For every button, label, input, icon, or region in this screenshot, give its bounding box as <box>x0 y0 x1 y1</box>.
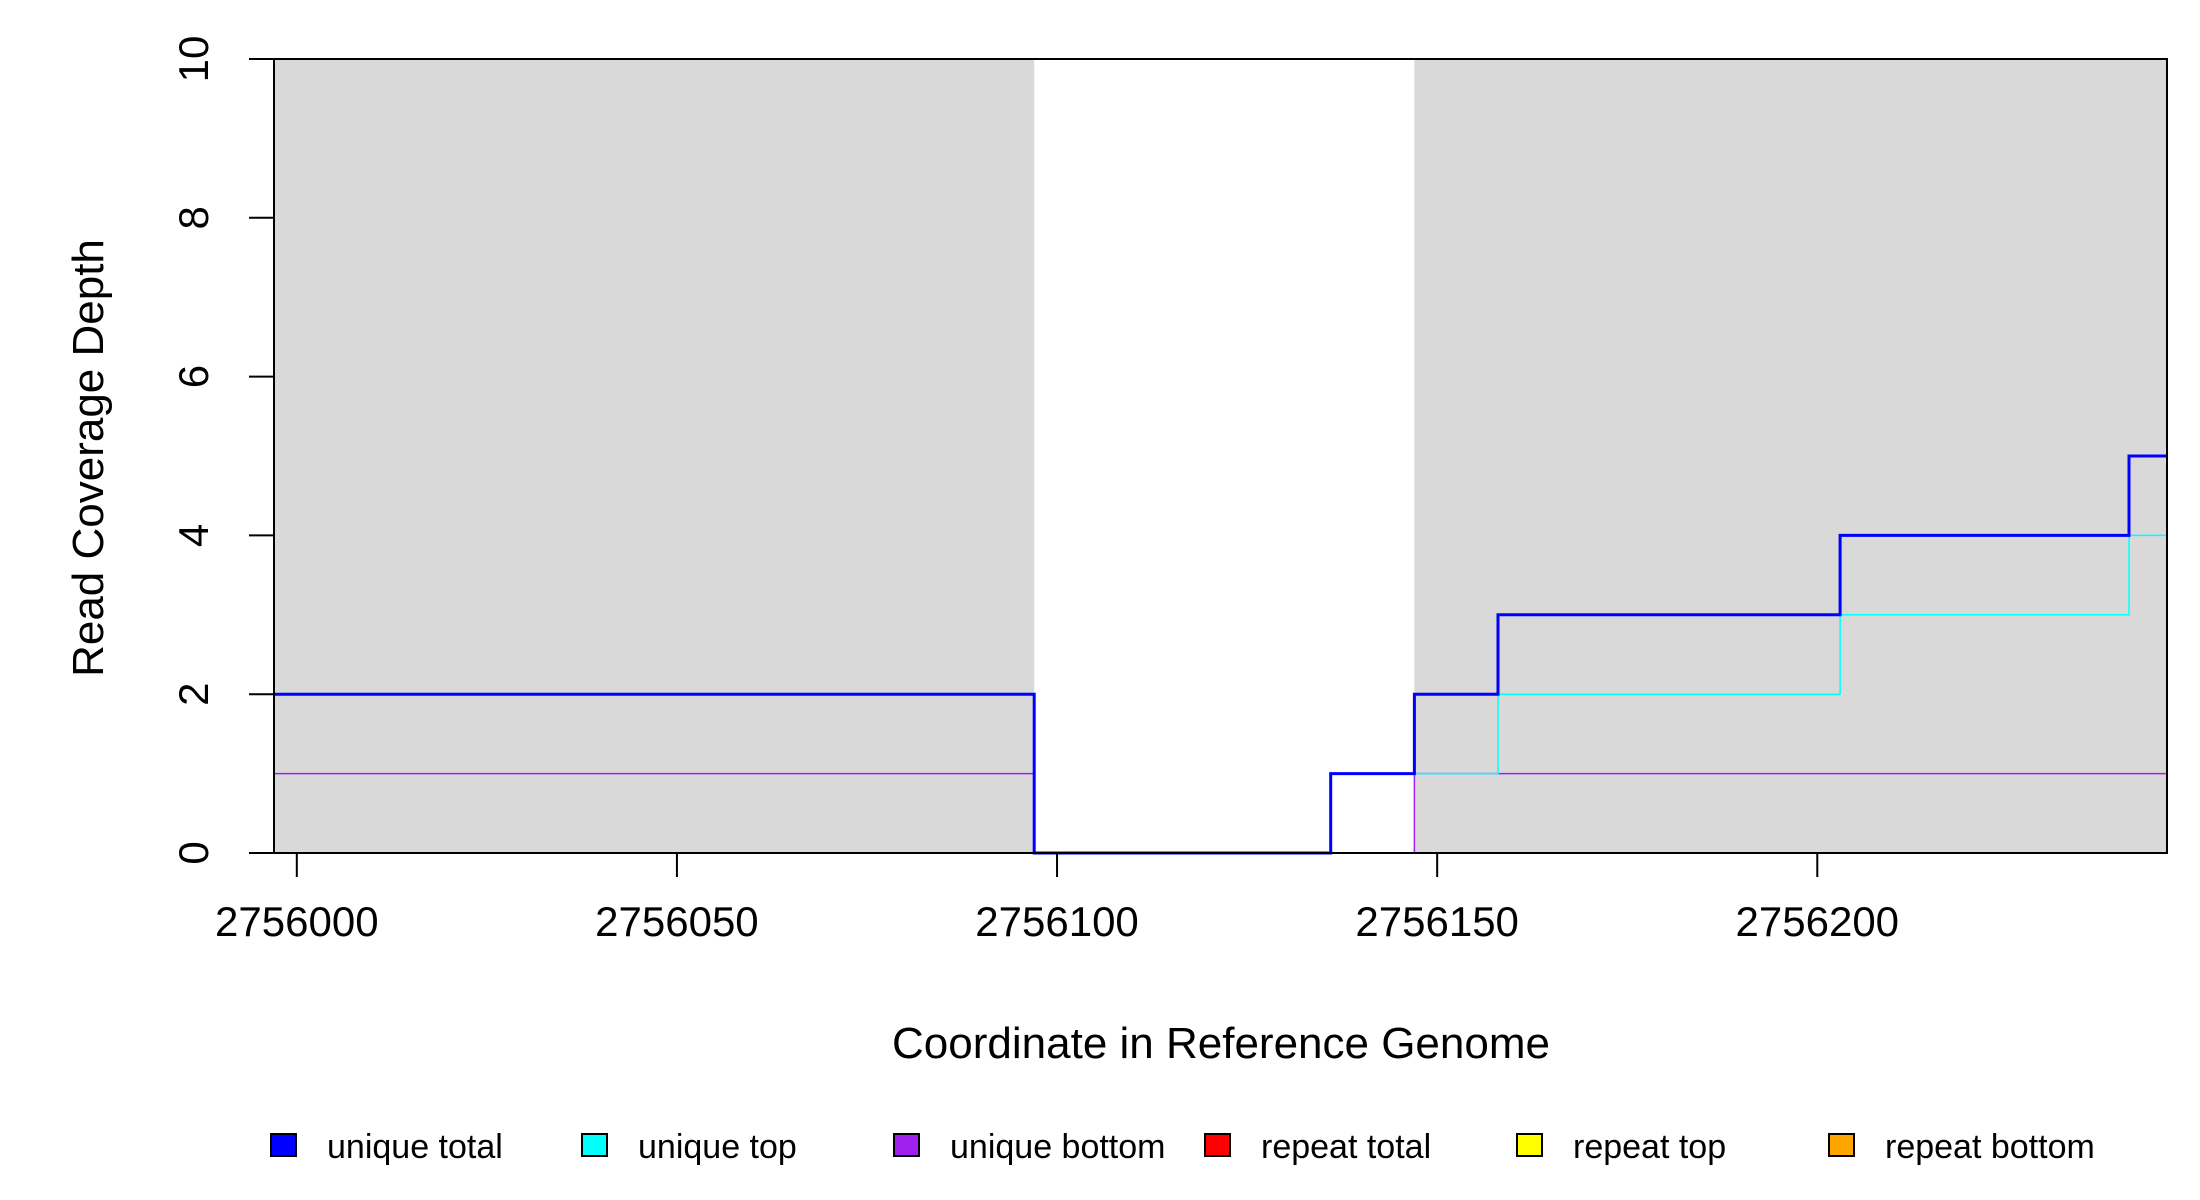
y-tick-label-2: 2 <box>170 683 217 706</box>
legend-label-repeat-top: repeat top <box>1573 1128 1726 1166</box>
legend-label-repeat-bottom: repeat bottom <box>1885 1128 2095 1166</box>
legend-label-repeat-total: repeat total <box>1261 1128 1431 1166</box>
y-tick-label-10: 10 <box>170 36 217 83</box>
shaded-regions <box>274 59 2167 853</box>
x-axis: 2756000 2756050 2756100 2756150 2756200 <box>215 852 1900 945</box>
shaded-region-1 <box>1414 59 2167 853</box>
legend-swatch-repeat-bottom <box>1828 1133 1855 1157</box>
y-axis-label: Read Coverage Depth <box>64 239 113 677</box>
legend-swatch-repeat-top <box>1516 1133 1543 1157</box>
y-tick-label-8: 8 <box>170 206 217 229</box>
y-tick-label-0: 0 <box>170 841 217 864</box>
x-axis-label: Coordinate in Reference Genome <box>892 1019 1550 1068</box>
x-tick-label-2756050: 2756050 <box>595 898 759 945</box>
legend: unique total unique top unique bottom repea… <box>270 1128 2095 1166</box>
x-tick-label-2756150: 2756150 <box>1355 898 1519 945</box>
legend-label-unique-total: unique total <box>327 1128 503 1166</box>
legend-swatch-repeat-total <box>1204 1133 1231 1157</box>
legend-label-unique-top: unique top <box>638 1128 797 1166</box>
shaded-region-0 <box>274 59 1035 853</box>
x-tick-label-2756200: 2756200 <box>1736 898 1900 945</box>
legend-swatch-unique-total <box>270 1133 297 1157</box>
y-tick-label-6: 6 <box>170 365 217 388</box>
y-tick-label-4: 4 <box>170 524 217 547</box>
x-tick-label-2756100: 2756100 <box>975 898 1139 945</box>
y-axis: 0 2 4 6 8 10 <box>170 36 275 865</box>
x-tick-label-2756000: 2756000 <box>215 898 379 945</box>
legend-label-unique-bottom: unique bottom <box>950 1128 1166 1166</box>
legend-swatch-unique-top <box>581 1133 608 1157</box>
legend-swatch-unique-bottom <box>893 1133 920 1157</box>
